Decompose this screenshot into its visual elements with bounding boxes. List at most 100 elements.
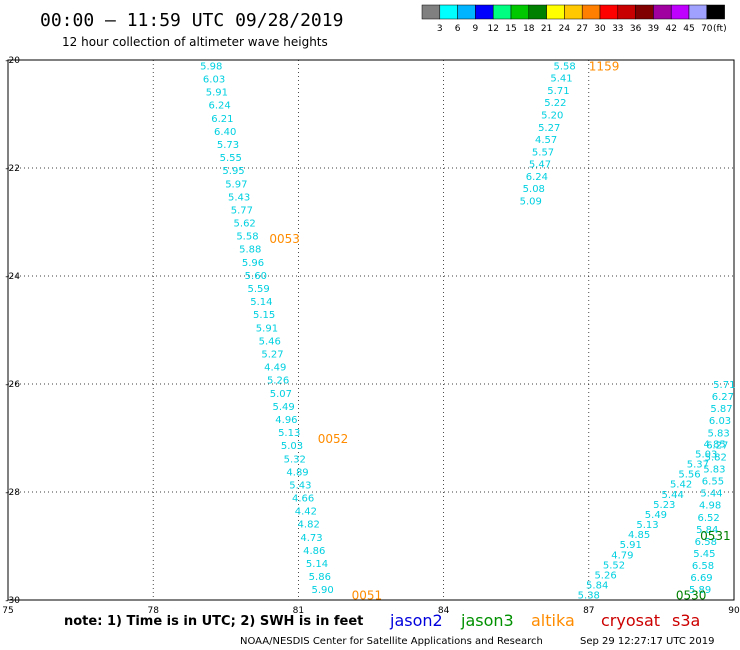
color-scale-label: 27 [576, 24, 587, 34]
swh-value-label: 5.42 [670, 480, 692, 491]
footer-timestamp: Sep 29 12:27:17 UTC 2019 [580, 636, 714, 647]
x-tick-label: 78 [147, 606, 159, 616]
x-tick-label: 90 [728, 606, 740, 616]
color-swatch [635, 4, 654, 20]
swh-value-label: 5.26 [594, 570, 616, 581]
track-time-label: 0530 [676, 589, 707, 603]
color-scale-label: 21 [541, 24, 552, 34]
swh-value-label: 5.26 [267, 376, 289, 387]
swh-value-label: 6.58 [692, 561, 714, 572]
swh-value-label: 6.69 [690, 573, 712, 584]
swh-value-label: 5.49 [273, 402, 295, 413]
swh-value-label: 5.84 [586, 581, 608, 592]
swh-value-label: 5.13 [636, 520, 658, 531]
swh-value-label: 5.58 [236, 232, 258, 243]
swh-value-label: 6.55 [702, 477, 724, 488]
swh-value-label: 5.43 [289, 480, 311, 491]
y-tick-label: -24 [5, 272, 20, 282]
swh-value-label: 5.08 [523, 184, 545, 195]
color-scale-label: 42 [665, 24, 676, 34]
chart-title: 00:00 – 11:59 UTC 09/28/2019 [40, 10, 343, 31]
swh-value-label: 6.21 [211, 114, 233, 125]
y-tick-label: -26 [5, 380, 20, 390]
swh-value-label: 6.03 [203, 74, 225, 85]
y-tick-label: -30 [5, 596, 20, 606]
color-swatch [528, 4, 547, 20]
swh-value-label: 5.38 [578, 591, 600, 602]
color-scale-label: 33 [612, 24, 623, 34]
swh-value-label: 5.77 [231, 205, 253, 216]
swh-value-label: 5.83 [703, 464, 725, 475]
swh-value-label: 6.27 [712, 392, 734, 403]
swh-value-label: 4.89 [286, 467, 308, 478]
swh-value-label: 5.59 [247, 284, 269, 295]
swh-value-label: 5.14 [250, 297, 272, 308]
time-labels: 1159 0053 0052 0051 0531 0530 [269, 59, 730, 602]
swh-value-label: 5.15 [253, 310, 275, 321]
color-swatch [581, 4, 601, 20]
grid [8, 60, 734, 600]
swh-value-label: 5.88 [239, 245, 261, 256]
color-scale-label: 30 [594, 24, 606, 34]
swh-value-label: 5.46 [259, 336, 281, 347]
swh-value-label: 6.27 [706, 440, 728, 451]
chart-subtitle: 12 hour collection of altimeter wave hei… [62, 35, 328, 49]
swh-value-label: 4.98 [699, 501, 721, 512]
swh-value-label: 5.86 [309, 572, 331, 583]
swh-value-label: 4.82 [298, 520, 320, 531]
legend-jason2: jason2 [389, 611, 443, 630]
color-swatch [457, 4, 476, 20]
swh-value-label: 5.91 [206, 88, 228, 99]
swh-value-label: 5.71 [713, 380, 735, 391]
swh-value-label: 5.49 [645, 510, 667, 521]
swh-value-label: 5.23 [653, 500, 675, 511]
track-time-label: 0051 [352, 589, 383, 603]
swh-value-label: 4.49 [264, 363, 286, 374]
swh-value-label: 5.14 [306, 559, 328, 570]
legend-cryosat: cryosat [601, 611, 660, 630]
footer-credit: NOAA/NESDIS Center for Satellite Applica… [240, 636, 543, 647]
swh-value-label: 6.24 [208, 101, 230, 112]
swh-value-label: 5.87 [710, 404, 732, 415]
swh-value-label: 4.85 [628, 530, 650, 541]
color-scale-label: 3 [437, 24, 443, 34]
swh-value-label: 5.03 [281, 441, 303, 452]
plot-frame [7, 59, 735, 601]
x-tick-label: 87 [583, 606, 594, 616]
color-scale-unit: (ft) [713, 24, 727, 34]
swh-value-label: 4.73 [300, 533, 322, 544]
color-scale-label: 6 [455, 24, 461, 34]
swh-value-label: 4.66 [292, 494, 314, 505]
color-swatch [599, 4, 619, 20]
swh-value-label: 6.03 [709, 416, 731, 427]
color-swatch [475, 4, 494, 20]
color-swatch [492, 4, 512, 20]
swh-value-label: 5.03 [695, 449, 717, 460]
swh-value-label: 5.44 [662, 490, 684, 501]
track-time-label: 1159 [589, 59, 620, 73]
swh-value-label: 5.44 [700, 489, 722, 500]
x-tick-label: 81 [293, 606, 304, 616]
track-time-label: 0531 [700, 529, 731, 543]
swh-value-label: 5.45 [693, 549, 715, 560]
legend-s3a: s3a [672, 611, 700, 630]
swh-value-label: 5.32 [284, 454, 306, 465]
swh-value-label: 5.98 [200, 61, 222, 72]
color-swatch [510, 4, 530, 20]
swh-value-label: 5.07 [270, 389, 292, 400]
color-swatch [617, 4, 636, 20]
track-time-label: 0052 [318, 432, 349, 446]
swh-value-label: 5.82 [705, 452, 727, 463]
color-scale-label: 15 [505, 24, 516, 34]
color-scale-label: 18 [523, 24, 535, 34]
swh-value-label: 5.96 [242, 258, 264, 269]
satellite-legend: jason2 jason3 altika cryosat s3a [389, 611, 700, 630]
legend-altika: altika [531, 611, 575, 630]
color-swatch [670, 4, 690, 20]
swh-value-label: 5.60 [245, 271, 267, 282]
swh-value-label: 4.57 [535, 135, 557, 146]
color-scale-label: 45 [683, 24, 694, 34]
swh-value-label: 5.43 [228, 192, 250, 203]
swh-value-label: 4.85 [704, 439, 726, 450]
